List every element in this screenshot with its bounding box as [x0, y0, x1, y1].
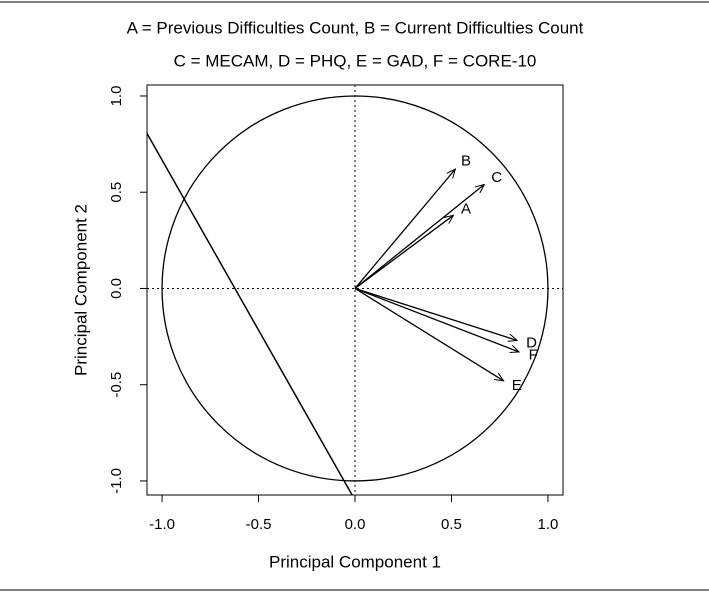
y-tick-label: 0.5 [108, 182, 125, 203]
arrow [354, 287, 504, 380]
arrow [354, 185, 484, 289]
chart-subtitle: C = MECAM, D = PHQ, E = GAD, F = CORE-10 [174, 51, 537, 70]
y-tick-label: 0.0 [108, 278, 125, 299]
x-tick-label: 0.0 [345, 516, 366, 533]
arrow-label: A [461, 200, 471, 217]
arrow-label: D [526, 334, 537, 351]
arrow [354, 287, 517, 340]
y-tick-label: -0.5 [108, 372, 125, 398]
arrow [354, 169, 455, 289]
arrow [354, 287, 519, 352]
y-tick-label: -1.0 [108, 468, 125, 494]
arrow-label: E [512, 377, 522, 394]
arrow [354, 215, 453, 289]
arrow-label: F [529, 347, 538, 364]
x-tick-label: -1.0 [149, 516, 175, 533]
x-tick-label: 0.5 [441, 516, 462, 533]
x-tick-label: 1.0 [538, 516, 559, 533]
unit-circle [161, 95, 549, 482]
line [147, 133, 353, 495]
arrow-label: B [461, 152, 471, 169]
chart-title: A = Previous Difficulties Count, B = Cur… [127, 18, 584, 37]
x-tick-label: -0.5 [246, 516, 272, 533]
x-axis-label: Principal Component 1 [269, 552, 441, 571]
y-tick-label: 1.0 [108, 86, 125, 107]
y-axis-label: Principal Component 2 [71, 204, 90, 376]
arrow-label: C [491, 169, 502, 186]
